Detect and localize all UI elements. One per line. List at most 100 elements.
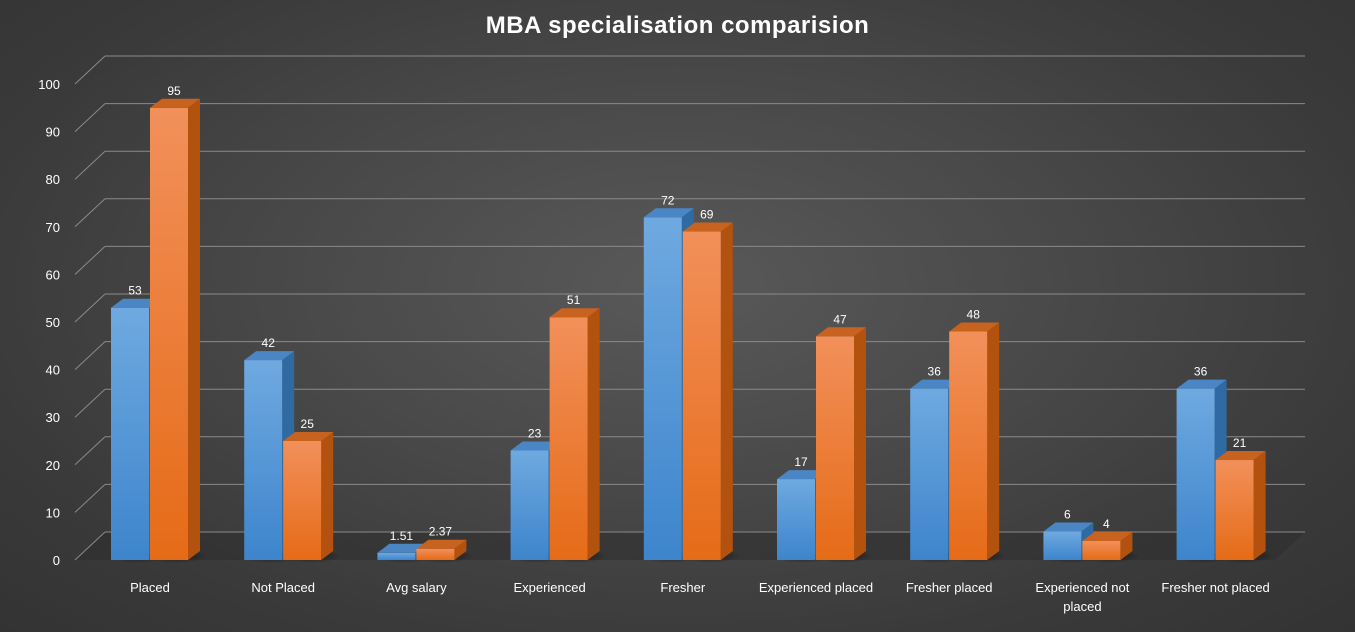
chart-title: MBA specialisation comparision bbox=[485, 12, 870, 39]
gridline-depth bbox=[74, 293, 106, 323]
x-tick-label: Avg salary bbox=[386, 580, 447, 595]
bar bbox=[1082, 540, 1121, 560]
data-label: 69 bbox=[700, 208, 714, 222]
bar-series-2 bbox=[679, 222, 741, 563]
bar-series-2 bbox=[812, 327, 874, 563]
data-label: 95 bbox=[167, 84, 181, 98]
bar bbox=[682, 231, 721, 560]
bar-side bbox=[188, 98, 200, 561]
x-tick-label: Placed bbox=[130, 580, 170, 595]
gridline-depth bbox=[74, 436, 106, 466]
data-label: 48 bbox=[967, 308, 981, 322]
gridline-depth bbox=[74, 484, 106, 513]
bar bbox=[416, 548, 455, 560]
y-tick-label: 30 bbox=[46, 410, 60, 425]
bar bbox=[643, 217, 682, 560]
bar-top bbox=[510, 441, 561, 451]
gridline-depth bbox=[74, 341, 106, 370]
bar-side bbox=[987, 322, 1000, 560]
bar-series-2 bbox=[279, 432, 341, 563]
gridline-depth bbox=[74, 198, 106, 228]
bar-top bbox=[1215, 451, 1266, 461]
data-label: 42 bbox=[262, 336, 276, 350]
data-label: 36 bbox=[1194, 365, 1208, 379]
bar-top bbox=[283, 432, 334, 441]
bar-top bbox=[949, 322, 1000, 332]
x-tick-label: Experienced not placed bbox=[1035, 580, 1129, 614]
bar bbox=[910, 388, 949, 560]
bar-side bbox=[587, 308, 600, 560]
bar bbox=[777, 479, 815, 560]
bar-top bbox=[682, 222, 733, 232]
bar bbox=[244, 360, 283, 560]
x-tick-label: Experienced bbox=[513, 580, 585, 595]
y-tick-label: 10 bbox=[46, 505, 60, 520]
bar-side bbox=[1120, 531, 1133, 560]
bar-top bbox=[816, 327, 866, 337]
data-label: 25 bbox=[301, 417, 315, 431]
data-label: 4 bbox=[1103, 517, 1110, 531]
bar bbox=[1043, 531, 1082, 560]
y-tick-label: 50 bbox=[46, 315, 60, 330]
gridline-depth bbox=[74, 531, 106, 561]
data-label: 2.37 bbox=[429, 525, 453, 539]
bar-series-2 bbox=[546, 308, 607, 563]
bar-series-2 bbox=[1212, 451, 1273, 563]
bar-side bbox=[854, 327, 866, 560]
bar-series-2 bbox=[945, 322, 1007, 563]
data-labels: 53 95 42 25 1.51 2.37 23 51 72 69 17 47 36 48 6 4 36 21 bbox=[128, 84, 1246, 543]
gridline-depth bbox=[74, 55, 106, 85]
data-label: 6 bbox=[1064, 507, 1071, 521]
bar bbox=[283, 441, 322, 560]
data-label: 36 bbox=[928, 365, 942, 379]
data-label: 17 bbox=[794, 455, 808, 469]
y-tick-label: 0 bbox=[53, 553, 60, 568]
bar-top bbox=[111, 298, 161, 308]
x-tick-label: Experienced placed bbox=[759, 580, 873, 595]
bar-series-2 bbox=[146, 98, 208, 563]
data-label: 51 bbox=[567, 293, 581, 307]
y-tick-label: 80 bbox=[46, 172, 60, 187]
bar bbox=[111, 307, 149, 560]
bar-side bbox=[321, 432, 334, 560]
data-label: 23 bbox=[528, 427, 542, 441]
y-axis: 0 10 20 30 40 50 60 70 80 90 100 bbox=[38, 77, 60, 568]
bar-top bbox=[1176, 379, 1227, 389]
bar-side bbox=[1253, 451, 1266, 560]
gridline-depth bbox=[74, 103, 106, 132]
data-label: 72 bbox=[661, 193, 675, 207]
bar-top bbox=[377, 543, 428, 553]
data-label: 47 bbox=[833, 312, 847, 326]
data-label: 1.51 bbox=[390, 529, 414, 543]
y-tick-label: 60 bbox=[46, 267, 60, 282]
bar-side bbox=[720, 222, 733, 560]
bar-series-2 bbox=[1079, 531, 1140, 563]
data-label: 21 bbox=[1233, 436, 1247, 450]
bar bbox=[816, 336, 854, 560]
gridline-depth bbox=[74, 388, 106, 418]
x-tick-label: Fresher bbox=[660, 580, 705, 595]
bar-top bbox=[777, 470, 827, 480]
bars bbox=[107, 98, 1273, 563]
y-tick-label: 100 bbox=[38, 77, 60, 92]
y-tick-label: 90 bbox=[46, 125, 60, 140]
bar-top bbox=[1082, 531, 1133, 541]
bar-top bbox=[416, 539, 467, 549]
bar-side bbox=[454, 539, 467, 560]
x-axis: Placed Not Placed Avg salary Experienced Fre… bbox=[130, 580, 1270, 614]
bar bbox=[377, 552, 416, 560]
bar bbox=[1215, 460, 1254, 560]
gridline-depth bbox=[74, 150, 106, 180]
bar-series-1 bbox=[1040, 522, 1101, 563]
data-label: 53 bbox=[128, 284, 142, 298]
x-tick-label: Not Placed bbox=[251, 580, 315, 595]
bar-top bbox=[1043, 522, 1094, 532]
bar-top bbox=[244, 351, 295, 361]
y-tick-label: 20 bbox=[46, 458, 60, 473]
bar-top bbox=[910, 379, 961, 389]
bar bbox=[1176, 388, 1215, 560]
bar bbox=[549, 317, 588, 560]
y-tick-label: 40 bbox=[46, 363, 60, 378]
